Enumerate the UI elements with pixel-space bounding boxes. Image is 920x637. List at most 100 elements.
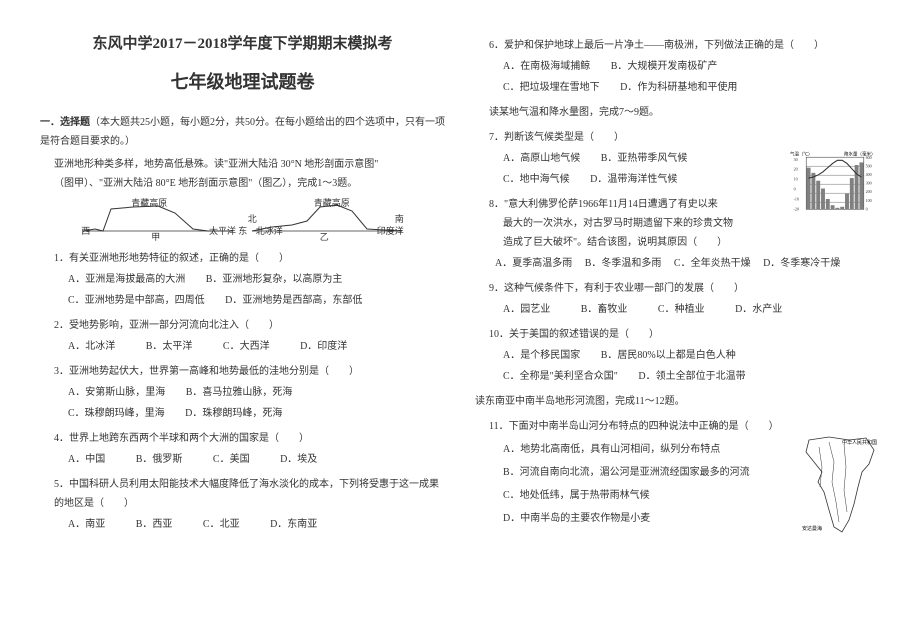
indochina-map: 中华人民共和国 安达曼海	[794, 432, 884, 542]
yi-plateau-label: 青藏高原	[314, 195, 350, 212]
q8-options: A．夏季高温多雨 B．冬季温和多雨 C．全年炎热干燥 D．冬季寒冷干燥	[475, 254, 880, 273]
q3-options-2: C．珠穆朗玛峰，里海 D．珠穆朗玛峰，死海	[40, 404, 445, 423]
q5-opt-c: C．北亚	[203, 515, 240, 534]
q5-opt-d: D．东南亚	[270, 515, 317, 534]
q2-opt-d: D．印度洋	[300, 337, 347, 356]
svg-text:20: 20	[794, 167, 798, 172]
yi-south-label: 南	[395, 211, 404, 228]
left-column: 东风中学2017－2018学年度下学期期末模拟考 七年级地理试题卷 一．选择题（…	[40, 30, 445, 534]
q6-opt-d: D．作为科研基地和平使用	[620, 78, 737, 97]
profile-jia: 西 青藏高原 太平洋 东 甲	[83, 201, 233, 237]
q2-options: A．北冰洋 B．太平洋 C．大西洋 D．印度洋	[40, 337, 445, 356]
q10-options: A．是个移民国家 B．居民80%以上都是白色人种	[475, 346, 880, 365]
q10-opt-b: B．居民80%以上都是白色人种	[601, 346, 736, 365]
q7-opt-c: C．地中海气候	[503, 170, 570, 189]
q4-opt-c: C．美国	[213, 450, 250, 469]
q6-options-2: C．把垃圾埋在雪地下 D．作为科研基地和平使用	[475, 78, 880, 97]
q6-stem: 6．爱护和保护地球上最后一片净土——南极洲，下列做法正确的是（ ）	[475, 36, 880, 55]
q2-opt-c: C．大西洋	[223, 337, 270, 356]
q10-opt-d: D．领土全部位于北温带	[638, 367, 745, 386]
section-desc: （本大题共25小题，每小题2分，共50分。在每小题给出的四个选项中，只有一项是符…	[40, 117, 445, 147]
q3-options: A．安第斯山脉，里海 B．喜马拉雅山脉，死海	[40, 383, 445, 402]
q6-opt-a: A．在南极海域捕鲸	[503, 57, 590, 76]
q7-opt-b: B．亚热带季风气候	[601, 149, 688, 168]
q9-opt-d: D．水产业	[735, 300, 782, 319]
jia-west-label: 西	[81, 223, 90, 240]
q4-opt-a: A．中国	[68, 450, 105, 469]
q5-opt-a: A．南亚	[68, 515, 105, 534]
q2-stem: 2．受地势影响，亚洲一部分河流向北注入（ ）	[40, 316, 445, 335]
q10-stem: 10．关于美国的叙述错误的是（ ）	[475, 325, 880, 344]
q9-opt-a: A．园艺业	[503, 300, 550, 319]
q9-stem: 9．这种气候条件下，有利于农业哪一部门的发展（ ）	[475, 279, 880, 298]
q8-opt-d: D．冬季寒冷干燥	[763, 254, 840, 273]
section-label: 一．选择题	[40, 117, 90, 128]
svg-text:0: 0	[866, 206, 868, 211]
section-one-heading: 一．选择题（本大题共25小题，每小题2分，共50分。在每小题给出的四个选项中，只…	[40, 113, 445, 151]
map-intro: 读东南亚中南半岛地形河流图，完成11～12题。	[475, 392, 880, 411]
q7-stem: 7．判断该气候类型是（ ）	[475, 128, 880, 147]
yi-caption: 乙	[320, 229, 329, 246]
q5-stem: 5．中国科研人员利用太阳能技术大幅度降低了海水淡化的成本，下列将受惠于这一成果的…	[40, 475, 445, 513]
jia-caption: 甲	[151, 229, 160, 246]
q1-opt-c: C．亚洲地势是中部高，四周低	[68, 291, 205, 310]
q6-opt-c: C．把垃圾埋在雪地下	[503, 78, 600, 97]
q7-opt-a: A．高原山地气候	[503, 149, 580, 168]
q8-opt-a: A．夏季高温多雨	[495, 254, 572, 273]
svg-text:100: 100	[866, 198, 872, 203]
q8-opt-b: B．冬季温和多雨	[585, 254, 662, 273]
intro-line-1: 亚洲地形种类多样，地势高低悬殊。读"亚洲大陆沿 30°N 地形剖面示意图"	[40, 155, 445, 174]
svg-text:500: 500	[866, 164, 872, 169]
q1-stem: 1．有关亚洲地形地势特征的叙述，正确的是（ ）	[40, 249, 445, 268]
yi-arctic-label: 北冰洋	[256, 223, 283, 240]
svg-text:10: 10	[794, 177, 798, 182]
q9-options: A．园艺业 B．畜牧业 C．种植业 D．水产业	[475, 300, 880, 319]
q10-opt-a: A．是个移民国家	[503, 346, 580, 365]
q5-opt-b: B．西亚	[136, 515, 173, 534]
q1-options: A．亚洲是海拔最高的大洲 B．亚洲地形复杂，以高原为主	[40, 270, 445, 289]
q10-options-2: C．全称是"美利坚合众国" D．领土全部位于北温带	[475, 367, 880, 386]
q3-opt-d: D．珠穆朗玛峰，死海	[185, 404, 282, 423]
svg-text:400: 400	[866, 172, 872, 177]
jia-plateau-label: 青藏高原	[131, 195, 167, 212]
exam-paper-title: 七年级地理试题卷	[40, 65, 445, 99]
q4-stem: 4．世界上地跨东西两个半球和两个大洲的国家是（ ）	[40, 429, 445, 448]
q3-opt-b: B．喜马拉雅山脉，死海	[186, 383, 293, 402]
climate-chart: 气温（℃） 降水量（毫米） 3020100-10-20 600500400300…	[790, 150, 880, 220]
q6-options: A．在南极海域捕鲸 B．大规模开发南极矿产	[475, 57, 880, 76]
q8-opt-c: C．全年炎热干燥	[674, 254, 751, 273]
q3-stem: 3．亚洲地势起伏大，世界第一高峰和地势最低的洼地分别是（ ）	[40, 362, 445, 381]
svg-text:30: 30	[794, 157, 798, 162]
profile-yi: 北 北冰洋 青藏高原 印度洋 南 乙	[252, 201, 402, 237]
svg-text:-20: -20	[794, 206, 799, 211]
intro-line-2: （图甲）、"亚洲大陆沿 80°E 地形剖面示意图"（图乙），完成1～3题。	[40, 174, 445, 193]
svg-text:200: 200	[866, 189, 872, 194]
q10-opt-c: C．全称是"美利坚合众国"	[503, 367, 618, 386]
svg-text:300: 300	[866, 181, 872, 186]
q4-opt-b: B．俄罗斯	[136, 450, 183, 469]
q2-opt-a: A．北冰洋	[68, 337, 115, 356]
climate-intro: 读某地气温和降水量图，完成7～9题。	[475, 103, 880, 122]
q8-stem-3: 造成了巨大破坏"。结合该图，说明其原因（ ）	[475, 233, 880, 252]
q2-opt-b: B．太平洋	[146, 337, 193, 356]
svg-text:0: 0	[794, 187, 796, 192]
q5-options: A．南亚 B．西亚 C．北亚 D．东南亚	[40, 515, 445, 534]
q7-opt-d: D．温带海洋性气候	[590, 170, 677, 189]
q1-opt-b: B．亚洲地形复杂，以高原为主	[206, 270, 343, 289]
map-label-andaman: 安达曼海	[802, 525, 822, 532]
q1-opt-d: D．亚洲地势是西部高，东部低	[225, 291, 362, 310]
svg-text:600: 600	[866, 155, 872, 160]
q6-opt-b: B．大规模开发南极矿产	[611, 57, 718, 76]
map-label-china: 中华人民共和国	[842, 439, 877, 446]
q1-opt-a: A．亚洲是海拔最高的大洲	[68, 270, 185, 289]
jia-east-label: 太平洋 东	[209, 223, 247, 240]
q4-opt-d: D．埃及	[280, 450, 317, 469]
q9-opt-b: B．畜牧业	[581, 300, 628, 319]
exam-school-title: 东风中学2017－2018学年度下学期期末模拟考	[40, 30, 445, 59]
q9-opt-c: C．种植业	[658, 300, 705, 319]
q4-options: A．中国 B．俄罗斯 C．美国 D．埃及	[40, 450, 445, 469]
q3-opt-c: C．珠穆朗玛峰，里海	[68, 404, 165, 423]
q3-opt-a: A．安第斯山脉，里海	[68, 383, 165, 402]
profile-figures: 西 青藏高原 太平洋 东 甲 北 北冰洋 青藏高原 印度洋 南 乙	[40, 201, 445, 241]
svg-text:-10: -10	[794, 196, 799, 201]
